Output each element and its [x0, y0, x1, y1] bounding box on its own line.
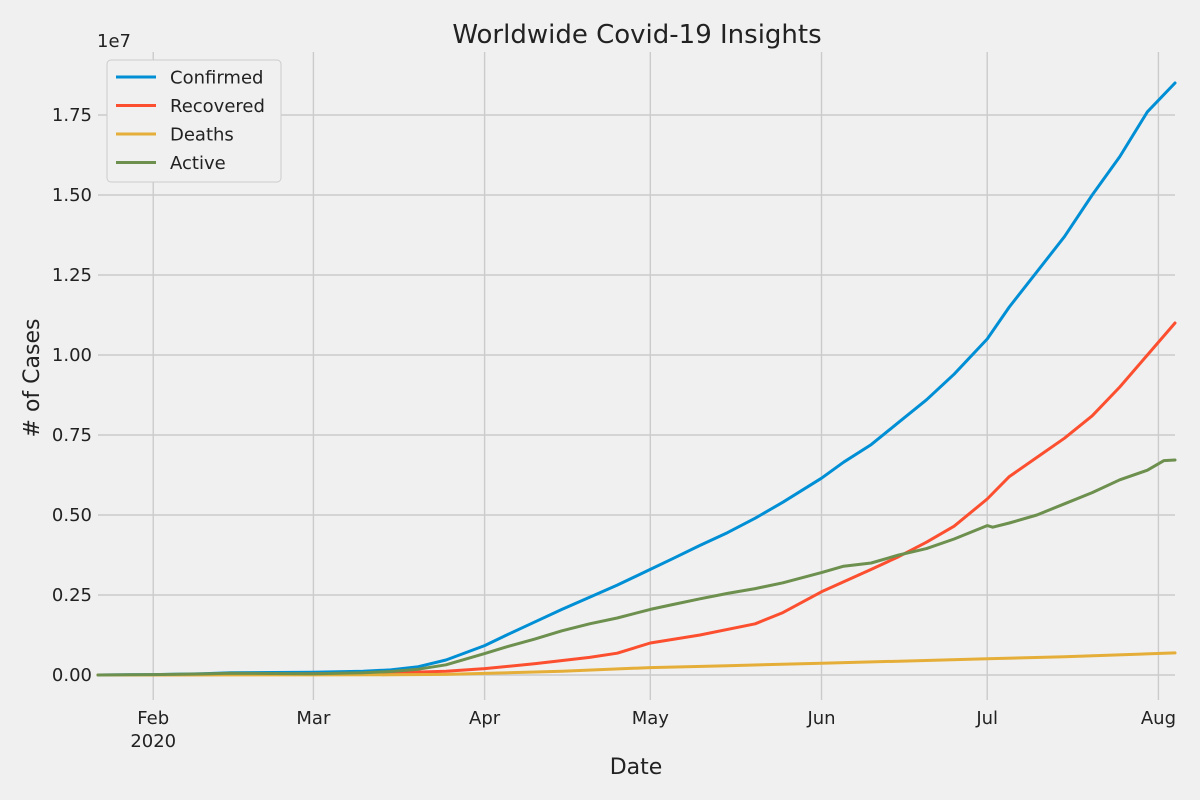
x-axis-label: Date: [610, 755, 663, 780]
y-offset-label: 1e7: [97, 31, 131, 52]
series-line-recovered: [96, 321, 1177, 677]
y-tick-label: 0.00: [52, 665, 92, 686]
series-line-active: [96, 458, 1177, 677]
series-lines: [96, 81, 1177, 677]
series-line-deaths: [96, 651, 1177, 677]
legend: Confirmed Recovered Deaths Active: [106, 59, 282, 183]
y-tick-label: 1.25: [52, 265, 92, 286]
legend-label-recovered: Recovered: [170, 96, 265, 117]
y-axis-label: # of Cases: [20, 319, 45, 438]
x-tick-label: Aug: [1141, 708, 1176, 729]
x-tick-label: Jun: [806, 708, 835, 729]
x-tick-sublabel: 2020: [130, 731, 176, 752]
x-tick-label: Jul: [975, 708, 998, 729]
legend-box: [106, 59, 282, 183]
y-tick-label: 0.50: [52, 505, 92, 526]
x-tick-label: May: [632, 708, 670, 729]
x-tick-label: Apr: [469, 708, 501, 729]
y-tick-label: 1.50: [52, 185, 92, 206]
legend-label-confirmed: Confirmed: [170, 68, 263, 89]
chart-title: Worldwide Covid-19 Insights: [452, 20, 821, 50]
y-tick-label: 0.25: [52, 585, 92, 606]
legend-label-active: Active: [170, 153, 226, 174]
series-line-confirmed: [96, 81, 1177, 677]
y-tick-label: 0.75: [52, 425, 92, 446]
y-tick-label: 1.00: [52, 345, 92, 366]
x-tick-label: Feb: [137, 708, 169, 729]
y-tick-labels: 0.00 0.25 0.50 0.75 1.00 1.25 1.50 1.75: [52, 105, 92, 686]
x-tick-label: Mar: [296, 708, 331, 729]
y-tick-label: 1.75: [52, 105, 92, 126]
legend-label-deaths: Deaths: [170, 125, 234, 146]
